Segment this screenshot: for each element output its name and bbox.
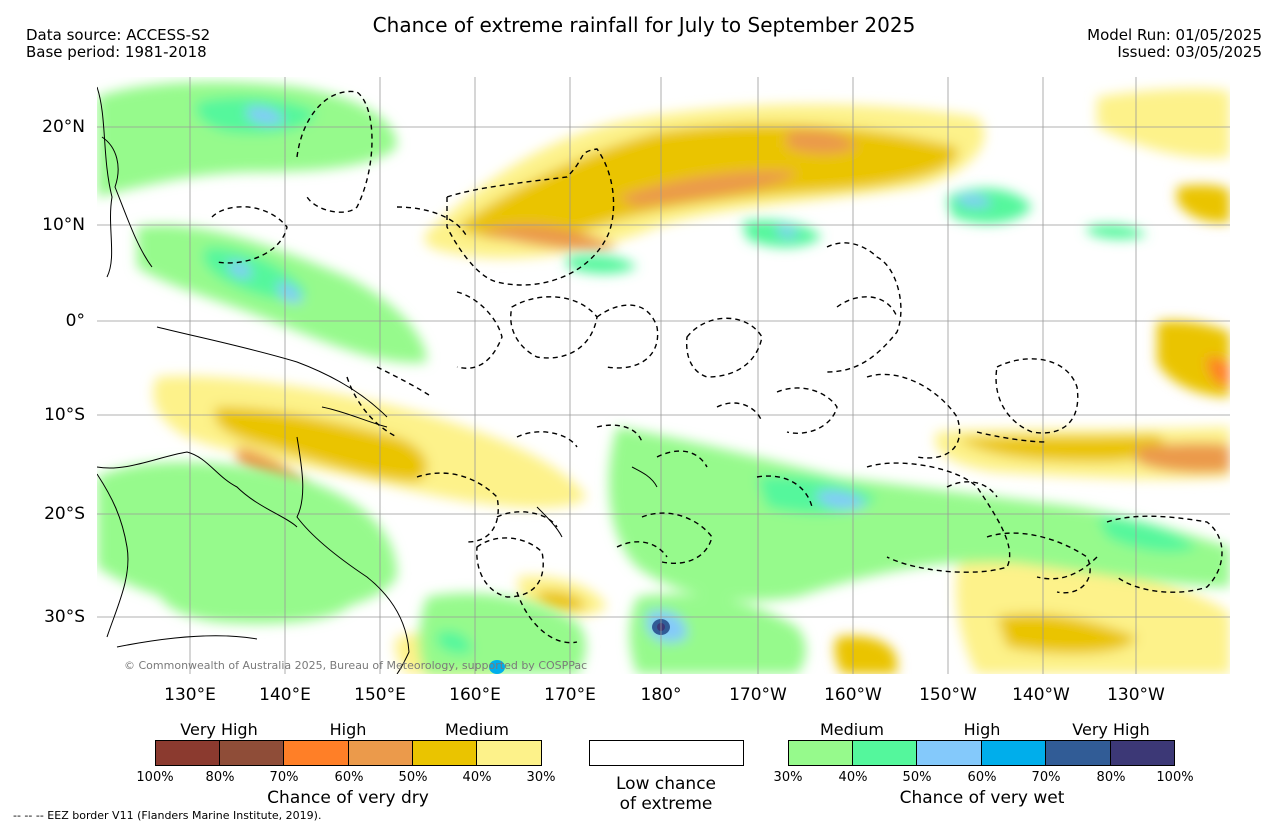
dry-tick-100: 100% <box>136 770 174 785</box>
rainfall-map <box>97 77 1230 674</box>
header-left: Data source: ACCESS-S2 Base period: 1981… <box>26 27 210 61</box>
dry-swatch-5 <box>413 740 477 766</box>
lon-label-130w: 130°W <box>1107 685 1165 705</box>
wet-swatch-6 <box>1111 740 1175 766</box>
wet-tick-60: 60% <box>967 770 997 785</box>
wet-swatch-4 <box>982 740 1046 766</box>
wet-swatch-1 <box>788 740 853 766</box>
base-period-text: Base period: 1981-2018 <box>26 43 207 61</box>
lon-label-160w: 160°W <box>824 685 882 705</box>
dry-swatch-4 <box>349 740 413 766</box>
eez-footnote: -- -- -- EEZ border V11 (Flanders Marine… <box>13 809 322 822</box>
lon-label-170e: 170°E <box>544 685 596 705</box>
lon-label-150e: 150°E <box>354 685 406 705</box>
eez-borders <box>211 90 1223 644</box>
wet-tick-80: 80% <box>1096 770 1126 785</box>
wet-tick-40: 40% <box>838 770 868 785</box>
wet-tick-100: 100% <box>1156 770 1194 785</box>
wet-legend-title: Chance of very wet <box>899 788 1065 808</box>
dry-swatch-3 <box>284 740 349 766</box>
dry-regions <box>153 88 1230 674</box>
header-right: Model Run: 01/05/2025 Issued: 03/05/2025 <box>1087 27 1262 61</box>
dry-swatch-1 <box>155 740 220 766</box>
lon-label-140e: 140°E <box>259 685 311 705</box>
lon-label-160e: 160°E <box>449 685 501 705</box>
dry-swatch-6 <box>477 740 542 766</box>
dry-tick-40: 40% <box>462 770 492 785</box>
dry-tick-80: 80% <box>205 770 235 785</box>
dry-heading-high: High <box>329 720 367 739</box>
lon-label-140w: 140°W <box>1012 685 1070 705</box>
graticule <box>97 77 1230 674</box>
dry-tick-50: 50% <box>398 770 428 785</box>
lat-label-10s: 10°S <box>44 405 85 425</box>
lat-label-10n: 10°N <box>42 215 85 235</box>
lat-label-20s: 20°S <box>44 504 85 524</box>
dry-heading-medium: Medium <box>445 720 509 739</box>
wet-tick-70: 70% <box>1031 770 1061 785</box>
dry-tick-70: 70% <box>269 770 299 785</box>
dry-legend-title: Chance of very dry <box>267 788 429 808</box>
wet-tick-30: 30% <box>773 770 803 785</box>
dry-tick-30: 30% <box>526 770 556 785</box>
low-chance-line1: Low chance <box>616 774 716 794</box>
low-chance-line2: of extreme <box>619 794 713 814</box>
copyright-text: © Commonwealth of Australia 2025, Bureau… <box>124 659 588 672</box>
lon-label-150w: 150°W <box>919 685 977 705</box>
dry-heading-very-high: Very High <box>180 720 258 739</box>
wet-swatch-3 <box>917 740 982 766</box>
map-title: Chance of extreme rainfall for July to S… <box>372 13 916 37</box>
coastlines <box>97 86 658 674</box>
map-canvas <box>97 77 1230 674</box>
low-chance-swatch <box>589 740 744 766</box>
model-run-text: Model Run: 01/05/2025 <box>1087 26 1262 44</box>
lat-label-0: 0° <box>65 311 85 331</box>
dry-tick-60: 60% <box>334 770 364 785</box>
wet-tick-50: 50% <box>902 770 932 785</box>
lon-label-180: 180° <box>640 685 682 705</box>
wet-heading-very-high: Very High <box>1072 720 1150 739</box>
wet-swatch-5 <box>1046 740 1111 766</box>
wet-swatch-2 <box>853 740 917 766</box>
wet-heading-medium: Medium <box>820 720 884 739</box>
lat-label-20n: 20°N <box>42 117 85 137</box>
wet-heading-high: High <box>963 720 1001 739</box>
lon-label-170w: 170°W <box>729 685 787 705</box>
lat-label-30s: 30°S <box>44 607 85 627</box>
dry-swatch-2 <box>220 740 284 766</box>
issued-text: Issued: 03/05/2025 <box>1117 43 1262 61</box>
lon-label-130e: 130°E <box>164 685 216 705</box>
data-source-text: Data source: ACCESS-S2 <box>26 26 211 44</box>
